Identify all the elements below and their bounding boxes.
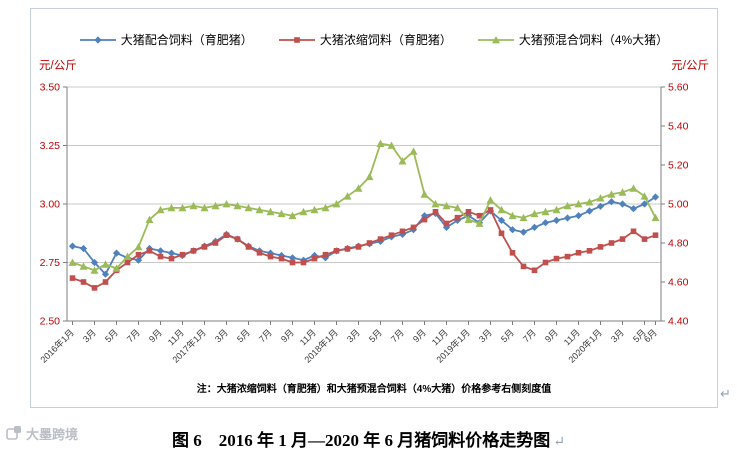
left-axis-unit-label: 元/公斤 — [39, 60, 77, 72]
svg-text:7月: 7月 — [257, 327, 274, 344]
svg-text:7月: 7月 — [389, 327, 406, 344]
svg-text:5.00: 5.00 — [668, 199, 689, 211]
svg-text:5.40: 5.40 — [668, 121, 689, 133]
svg-text:3.00: 3.00 — [40, 199, 61, 211]
svg-text:3.50: 3.50 — [40, 82, 61, 94]
svg-text:5月: 5月 — [367, 327, 384, 344]
svg-text:2.50: 2.50 — [40, 316, 61, 328]
watermark: 大墨跨境 — [6, 424, 78, 443]
legend-label: 大猪配合饲料（育肥猪） — [120, 33, 253, 47]
legend-label: 大猪预混合饲料（4%大猪） — [518, 33, 669, 47]
figure-caption: 图 6 2016 年 1 月—2020 年 6 月猪饲料价格走势图 ↵ — [0, 426, 737, 451]
watermark-text: 大墨跨境 — [26, 427, 79, 442]
blue-diamond-line-icon — [79, 34, 116, 46]
legend-item-premix-feed: 大猪预混合饲料（4%大猪） — [477, 31, 669, 48]
green-triangle-line-icon — [477, 34, 514, 46]
svg-text:9月: 9月 — [147, 327, 164, 344]
svg-text:7月: 7月 — [521, 327, 538, 344]
paragraph-return-icon: ↵ — [720, 386, 731, 401]
legend-item-compound-feed: 大猪配合饲料（育肥猪） — [79, 31, 253, 48]
svg-text:2016年1月: 2016年1月 — [38, 327, 76, 365]
caption-return-icon: ↵ — [553, 435, 565, 450]
svg-text:3.25: 3.25 — [40, 140, 61, 152]
plot-area: 2.50 2.75 3.00 3.25 3.50 4.40 4.60 4.80 5.00 5.20… — [38, 82, 689, 365]
svg-text:5.60: 5.60 — [668, 82, 689, 94]
svg-text:3月: 3月 — [213, 327, 230, 344]
watermark-logo-icon — [6, 426, 22, 441]
chart-frame: 大猪配合饲料（育肥猪） 大猪浓缩饲料（育肥猪） 大猪预混合饲料（4%大猪） 元/… — [30, 8, 718, 408]
svg-text:5月: 5月 — [235, 327, 252, 344]
svg-text:4.80: 4.80 — [668, 238, 689, 250]
figure-caption-text: 图 6 2016 年 1 月—2020 年 6 月猪饲料价格走势图 — [172, 431, 551, 450]
svg-text:5月: 5月 — [103, 327, 120, 344]
chart-note: 注：大猪浓缩饲料（育肥猪）和大猪预混合饲料（4%大猪）价格参考右侧刻度值 — [196, 384, 552, 395]
right-axis-unit-label: 元/公斤 — [671, 60, 709, 72]
svg-text:9月: 9月 — [279, 327, 296, 344]
svg-text:3月: 3月 — [81, 327, 98, 344]
svg-text:6月: 6月 — [642, 327, 659, 344]
svg-text:5.20: 5.20 — [668, 160, 689, 172]
legend-item-concentrated-feed: 大猪浓缩饲料（育肥猪） — [278, 31, 452, 48]
red-square-line-icon — [278, 34, 315, 46]
svg-text:2.75: 2.75 — [40, 257, 61, 269]
legend-label: 大猪浓缩饲料（育肥猪） — [319, 33, 452, 47]
price-trend-line-chart: 2.50 2.75 3.00 3.25 3.50 4.40 4.60 4.80 5.00 5.20… — [38, 82, 689, 365]
svg-text:3月: 3月 — [477, 327, 494, 344]
svg-text:4.60: 4.60 — [668, 277, 689, 289]
svg-text:5月: 5月 — [499, 327, 516, 344]
series-triangle — [68, 139, 660, 274]
series-square — [69, 207, 659, 291]
svg-text:4.40: 4.40 — [668, 316, 689, 328]
svg-text:7月: 7月 — [125, 327, 142, 344]
svg-text:3月: 3月 — [345, 327, 362, 344]
svg-text:3月: 3月 — [609, 327, 626, 344]
chart-legend: 大猪配合饲料（育肥猪） 大猪浓缩饲料（育肥猪） 大猪预混合饲料（4%大猪） — [31, 31, 717, 48]
svg-text:9月: 9月 — [411, 327, 428, 344]
svg-text:9月: 9月 — [543, 327, 560, 344]
